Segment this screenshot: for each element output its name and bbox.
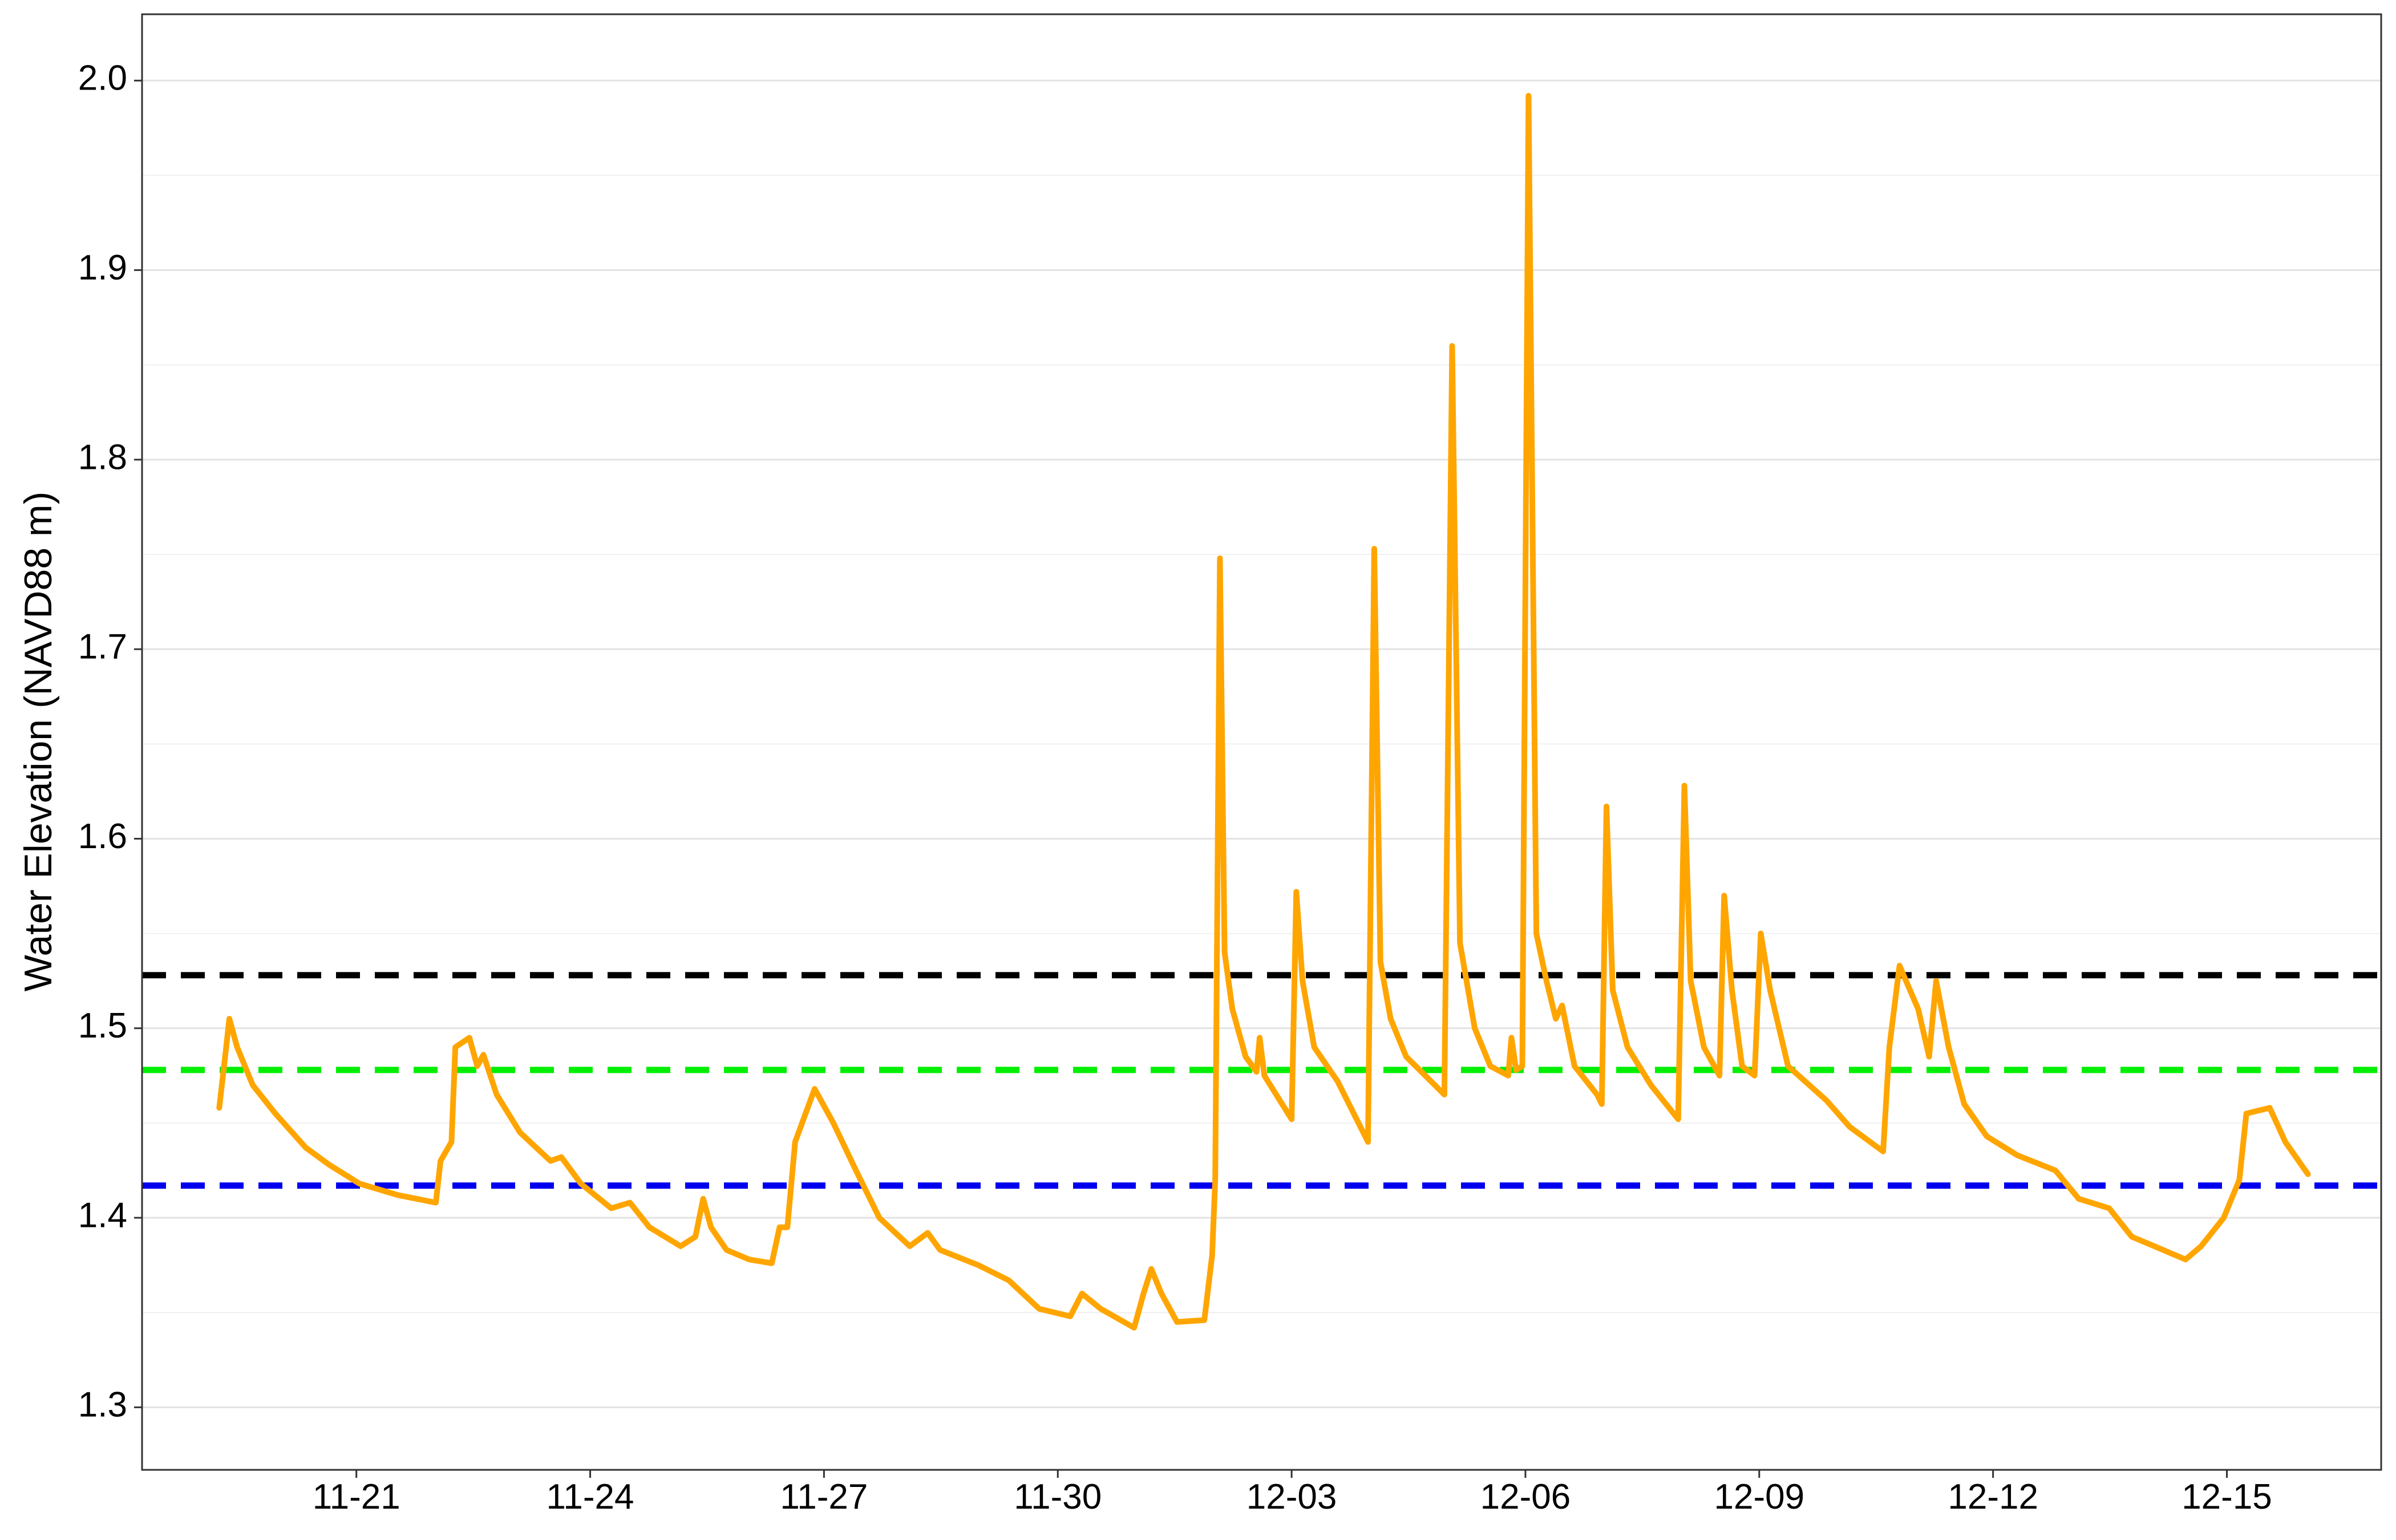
axes: 1.3 1.4 1.5 1.6 1.7 1.8 1.9 2.0 11-21 11-24 11-27 1… [78, 59, 2272, 1517]
x-tick-label: 11-30 [1014, 1477, 1102, 1517]
x-tick-label: 12-03 [1246, 1477, 1337, 1517]
plot-border [141, 13, 2382, 1471]
y-tick-label: 2.0 [78, 59, 127, 98]
y-tick-label: 1.6 [78, 817, 127, 856]
x-tick-label: 12-15 [2182, 1477, 2272, 1517]
y-tick-label: 1.7 [78, 627, 127, 667]
y-tick-label: 1.3 [78, 1385, 127, 1425]
y-tick-label: 1.9 [78, 248, 127, 287]
x-tick-label: 12-09 [1714, 1477, 1805, 1517]
x-tick-label: 11-24 [547, 1477, 634, 1517]
y-tick-label: 1.5 [78, 1006, 127, 1045]
x-tick-label: 11-21 [313, 1477, 400, 1517]
y-tick-label: 1.8 [78, 437, 127, 477]
grid [142, 79, 2381, 1408]
y-tick-label: 1.4 [78, 1195, 127, 1235]
data-line [216, 92, 2311, 1331]
series [216, 92, 2311, 1331]
x-tick-label: 12-12 [1948, 1477, 2038, 1517]
x-tick-label: 12-06 [1480, 1477, 1571, 1517]
y-axis-title: Water Elevation (NAVD88 m) [17, 492, 60, 992]
reference-lines [142, 972, 2381, 1189]
x-tick-label: 11-27 [780, 1477, 868, 1517]
